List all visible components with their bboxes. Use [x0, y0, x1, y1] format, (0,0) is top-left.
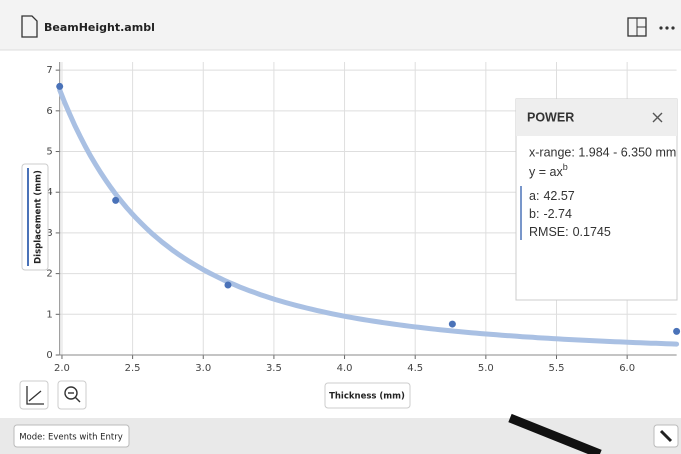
x-axis-label: Thickness (mm): [329, 392, 405, 402]
fit-param: RMSE: 0.1745: [529, 225, 611, 239]
layout-button[interactable]: [627, 17, 647, 37]
data-point: [224, 281, 232, 289]
fit-param: b: -2.74: [529, 207, 572, 221]
tool-icon: [659, 429, 673, 443]
fit-curve: [57, 87, 680, 347]
decoration: [508, 413, 602, 454]
y-tick-label: 3: [46, 228, 52, 239]
y-tick-label: 5: [46, 147, 52, 158]
data-point: [56, 82, 64, 90]
more-button[interactable]: [659, 26, 675, 30]
param-value: 42.57: [543, 189, 574, 203]
fit-equation: y = axb: [529, 162, 568, 179]
x-tick-label: 4.0: [337, 363, 353, 374]
mode-label: Mode: Events with Entry: [19, 433, 123, 443]
fit-range: x-range: 1.984 - 6.350 mm: [529, 145, 676, 159]
equation-exponent: b: [563, 162, 568, 172]
close-button[interactable]: [652, 112, 663, 123]
data-point: [112, 196, 120, 204]
x-tick-label: 3.5: [266, 363, 282, 374]
graph-tool-icon: [26, 386, 44, 405]
fit-popup: [515, 98, 678, 301]
fit-title: POWER: [527, 110, 574, 124]
data-point: [673, 327, 681, 335]
param-value: -2.74: [543, 207, 572, 221]
param-name: a:: [529, 189, 539, 203]
x-tick-label: 4.5: [407, 363, 423, 374]
x-tick-label: 5.0: [478, 363, 494, 374]
zoom-button[interactable]: [57, 380, 87, 410]
file-icon: [21, 15, 38, 38]
param-name: b:: [529, 207, 539, 221]
data-point: [448, 320, 456, 328]
equation: y = ax: [529, 165, 563, 179]
param-value: 0.1745: [573, 225, 611, 239]
y-tick-label: 2: [46, 269, 52, 280]
zoom-icon: [64, 386, 81, 403]
mode-button[interactable]: [13, 424, 130, 448]
x-tick-label: 5.5: [549, 363, 565, 374]
y-axis-label: Displacement (mm): [34, 170, 44, 264]
x-tick-label: 2.5: [125, 363, 141, 374]
x-label-box: [324, 382, 411, 409]
y-tick-label: 0: [46, 350, 52, 361]
filename: BeamHeight.ambl: [44, 21, 155, 34]
y-tick-label: 4: [46, 187, 52, 198]
header-bar: [0, 0, 681, 50]
y-tick-label: 6: [46, 106, 52, 117]
graph-tool-button[interactable]: [19, 380, 49, 410]
x-tick-label: 2.0: [54, 363, 70, 374]
param-name: RMSE:: [529, 225, 569, 239]
x-tick-label: 6.0: [619, 363, 635, 374]
y-tick-label: 7: [46, 65, 52, 76]
x-tick-label: 3.0: [195, 363, 211, 374]
fit-param: a: 42.57: [529, 189, 575, 203]
y-tick-label: 1: [46, 309, 52, 320]
